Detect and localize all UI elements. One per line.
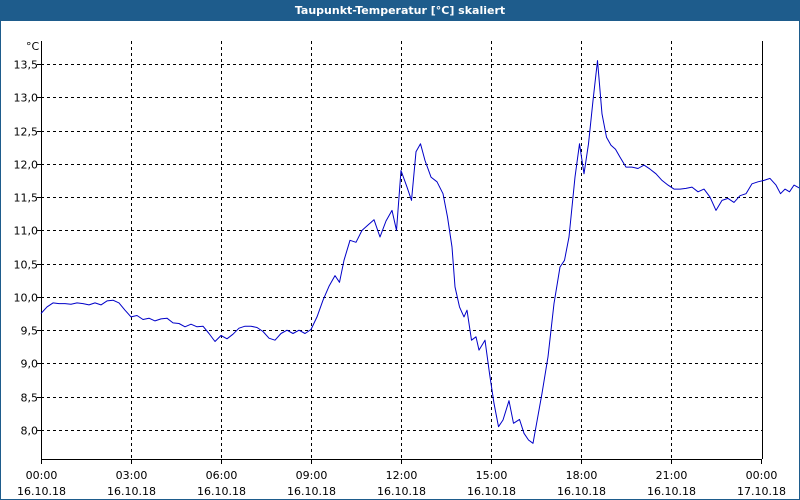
x-tick-time-label: 00:00	[746, 469, 778, 482]
y-tick-label: 11,0	[14, 225, 39, 238]
y-tick-label: 9,0	[21, 358, 39, 371]
x-tick-date-label: 16.10.18	[107, 485, 156, 498]
y-axis-unit-label: °C	[26, 40, 40, 53]
x-tick-time-label: 21:00	[656, 469, 688, 482]
x-tick-time-label: 00:00	[26, 469, 58, 482]
x-tick-date-label: 16.10.18	[17, 485, 66, 498]
x-tick-date-label: 16.10.18	[197, 485, 246, 498]
x-tick-time-label: 09:00	[296, 469, 328, 482]
y-tick-label: 11,5	[14, 192, 39, 205]
x-tick-date-label: 16.10.18	[467, 485, 516, 498]
y-tick-label: 13,0	[14, 92, 39, 105]
y-tick-label: 8,5	[21, 392, 39, 405]
chart-title: Taupunkt-Temperatur [°C] skaliert	[1, 1, 799, 21]
x-tick-time-label: 15:00	[476, 469, 508, 482]
x-tick-time-label: 03:00	[116, 469, 148, 482]
x-tick-date-label: 16.10.18	[287, 485, 336, 498]
y-tick-label: 10,5	[14, 259, 39, 272]
y-tick-label: 8,0	[21, 425, 39, 438]
x-tick-time-label: 12:00	[386, 469, 418, 482]
x-tick-time-label: 18:00	[566, 469, 598, 482]
x-tick-time-label: 06:00	[206, 469, 238, 482]
x-tick-date-label: 17.10.18	[737, 485, 786, 498]
x-tick-date-label: 16.10.18	[647, 485, 696, 498]
y-tick-label: 10,0	[14, 292, 39, 305]
y-tick-label: 12,5	[14, 126, 39, 139]
y-tick-label: 9,5	[21, 325, 39, 338]
dewpoint-series-line	[40, 60, 799, 444]
chart-canvas: °C 8,0 8,5 9,0 9,5 10,0 10,5 11,0 11,5 12,0 12,5 1…	[14, 40, 799, 498]
x-tick-date-label: 16.10.18	[377, 485, 426, 498]
x-tick-date-label: 16.10.18	[557, 485, 606, 498]
y-tick-label: 12,0	[14, 159, 39, 172]
y-tick-label: 13,5	[14, 59, 39, 72]
